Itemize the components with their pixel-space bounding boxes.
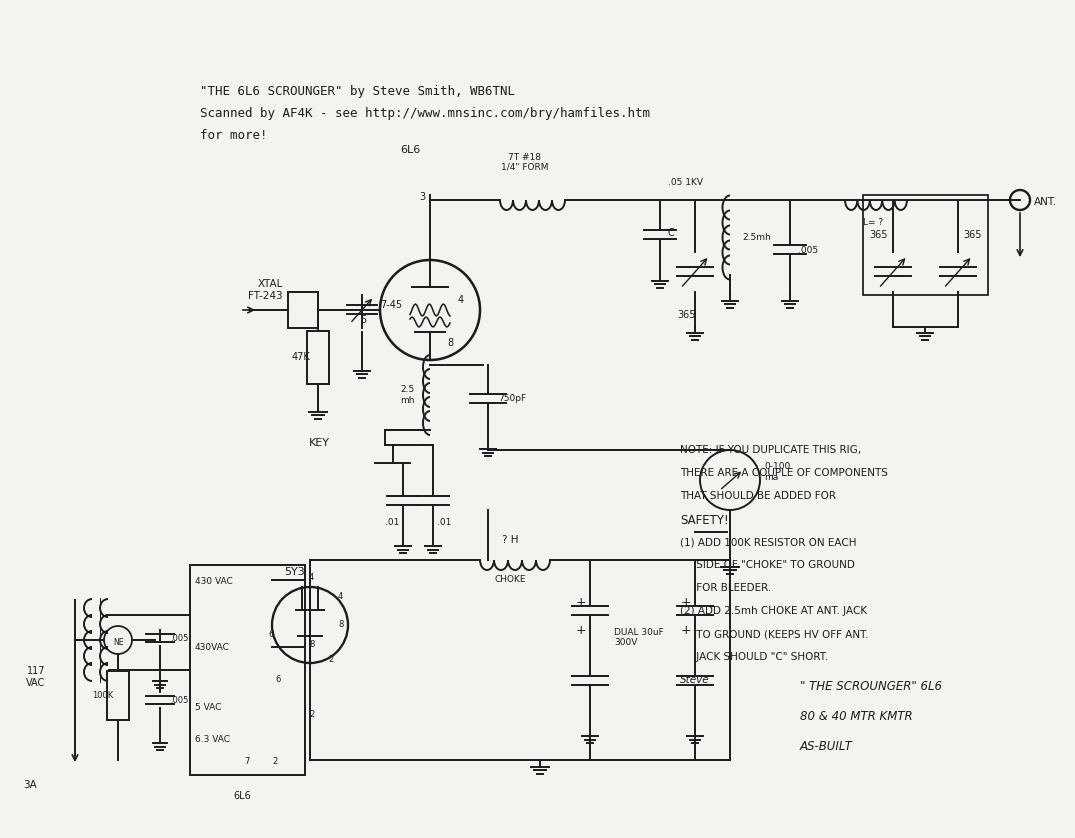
Text: TO GROUND (KEEPS HV OFF ANT.: TO GROUND (KEEPS HV OFF ANT. [680,629,869,639]
Text: "THE 6L6 SCROUNGER" by Steve Smith, WB6TNL: "THE 6L6 SCROUNGER" by Steve Smith, WB6T… [200,85,515,98]
Text: FOR BLEEDER.: FOR BLEEDER. [680,583,771,593]
Text: THAT SHOULD BE ADDED FOR: THAT SHOULD BE ADDED FOR [680,491,836,501]
Bar [108,670,129,720]
Text: +: + [575,596,586,609]
Bar [190,565,305,775]
Text: .01: .01 [385,518,399,527]
Text: 430VAC: 430VAC [195,643,230,652]
Text: ? H: ? H [502,535,518,545]
Text: 7-45: 7-45 [379,300,402,310]
Text: L= ?: L= ? [863,218,883,227]
Text: (2) ADD 2.5mh CHOKE AT ANT. JACK: (2) ADD 2.5mh CHOKE AT ANT. JACK [680,606,868,616]
Text: .01: .01 [438,518,452,527]
Text: JACK SHOULD "C" SHORT.: JACK SHOULD "C" SHORT. [680,652,828,662]
Text: +: + [575,624,586,637]
Text: XTAL
FT-243: XTAL FT-243 [248,279,283,301]
Text: 365: 365 [870,230,888,240]
Text: 6L6: 6L6 [400,145,420,155]
Text: AS-BUILT: AS-BUILT [800,740,852,753]
Text: .005: .005 [798,246,818,255]
Text: 6: 6 [268,630,273,639]
Text: .05 1KV: .05 1KV [668,178,703,187]
Bar [288,292,318,328]
Text: KEY: KEY [309,438,330,448]
Text: C: C [668,228,675,238]
Text: 5: 5 [360,315,367,325]
Text: Scanned by AF4K - see http://www.mnsinc.com/bry/hamfiles.htm: Scanned by AF4K - see http://www.mnsinc.… [200,107,650,120]
Text: 6.3 VAC: 6.3 VAC [195,735,230,744]
Text: 2: 2 [328,655,333,664]
Text: 6: 6 [275,675,281,684]
Text: 365: 365 [963,230,981,240]
Text: .005: .005 [170,696,188,705]
Text: 7: 7 [244,757,249,766]
Text: .005: .005 [170,634,188,643]
Text: 8: 8 [447,338,454,348]
Text: 4: 4 [309,573,314,582]
Text: NOTE: IF YOU DUPLICATE THIS RIG,: NOTE: IF YOU DUPLICATE THIS RIG, [680,445,861,455]
Text: 6L6: 6L6 [233,791,250,801]
Text: 80 & 40 MTR KMTR: 80 & 40 MTR KMTR [800,710,913,723]
Text: 2: 2 [309,710,314,719]
Text: 750pF: 750pF [498,394,526,402]
Text: 47K: 47K [291,352,310,362]
Text: 4: 4 [458,295,463,305]
Text: 7T #18
1/4" FORM: 7T #18 1/4" FORM [501,153,548,172]
Text: 5 VAC: 5 VAC [195,703,221,712]
Text: +: + [680,624,691,637]
Text: ANT.: ANT. [1034,197,1057,207]
Text: SAFETY!: SAFETY! [680,514,729,527]
Text: 2: 2 [272,757,277,766]
Text: 8: 8 [309,640,314,649]
Text: 3A: 3A [24,780,37,790]
Text: 8: 8 [338,620,343,629]
Text: for more!: for more! [200,129,268,142]
Text: " THE SCROUNGER" 6L6: " THE SCROUNGER" 6L6 [800,680,942,693]
Text: DUAL 30uF
300V: DUAL 30uF 300V [614,628,663,648]
Text: 2.5
mh: 2.5 mh [401,385,415,405]
Text: 117
VAC: 117 VAC [26,666,45,688]
Text: 430 VAC: 430 VAC [195,577,233,586]
Text: (1) ADD 100K RESISTOR ON EACH: (1) ADD 100K RESISTOR ON EACH [680,537,857,547]
Text: 365: 365 [677,310,697,320]
Text: 0-100
ma: 0-100 ma [764,463,790,482]
Text: 3: 3 [419,192,425,202]
Text: SIDE OF "CHOKE" TO GROUND: SIDE OF "CHOKE" TO GROUND [680,560,855,570]
Text: NE: NE [113,638,124,646]
Text: 100K: 100K [91,691,113,700]
Bar [863,195,988,295]
Text: THERE ARE A COUPLE OF COMPONENTS: THERE ARE A COUPLE OF COMPONENTS [680,468,888,478]
Text: 2.5mh: 2.5mh [742,233,771,242]
Text: 4: 4 [338,592,343,601]
Text: CHOKE: CHOKE [494,575,526,584]
Text: +: + [680,596,691,609]
Bar [307,331,329,384]
Text: 5Y3: 5Y3 [285,567,305,577]
Text: Steve: Steve [680,675,710,685]
